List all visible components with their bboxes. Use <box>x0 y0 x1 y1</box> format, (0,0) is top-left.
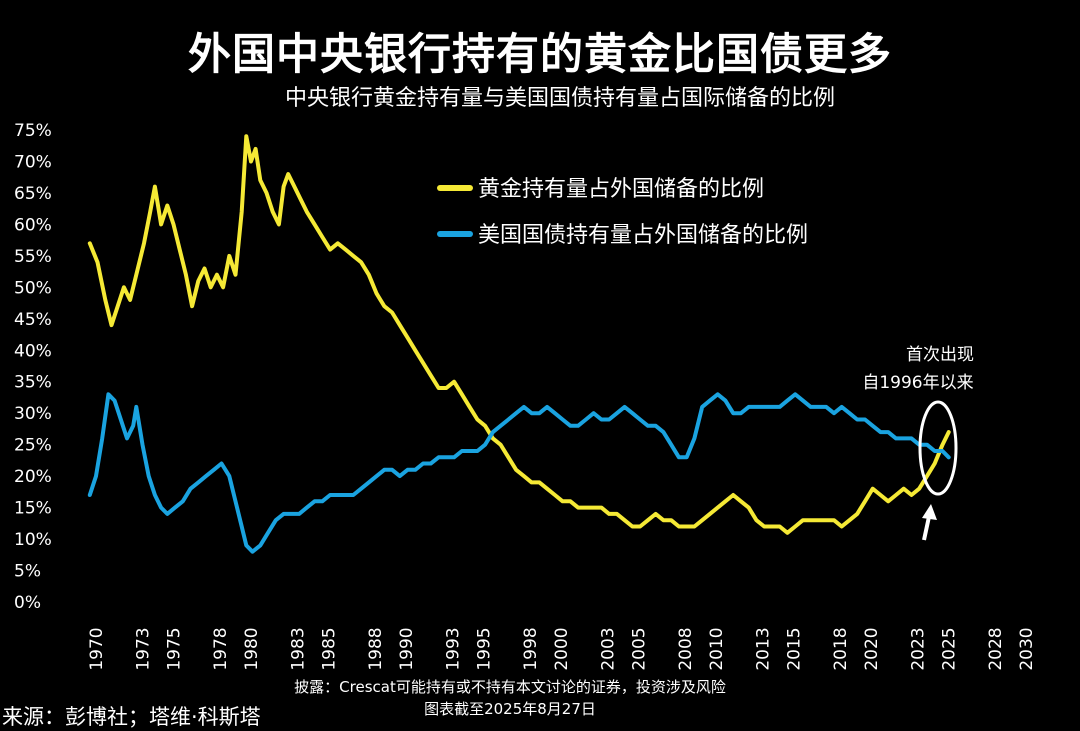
x-tick-label: 2000 <box>552 627 572 670</box>
x-tick-label: 1975 <box>164 627 184 670</box>
x-tick-label: 1990 <box>397 627 417 670</box>
arrow-up-icon <box>922 504 937 541</box>
disclaimer: 披露：Crescat可能持有或不持有本文讨论的证券，投资涉及风险 <box>294 678 726 696</box>
x-tick-label: 2020 <box>862 627 882 670</box>
x-tick-label: 2008 <box>676 627 696 670</box>
x-tick-label: 1995 <box>474 627 494 670</box>
legend-label-treasury: 美国国债持有量占外国储备的比例 <box>478 223 808 248</box>
annotation-line-2: 自1996年以来 <box>862 373 973 393</box>
y-tick-label: 25% <box>14 436 52 456</box>
annotation: 首次出现 自1996年以来 <box>862 345 974 541</box>
y-tick-label: 45% <box>14 310 52 330</box>
x-tick-label: 1985 <box>319 627 339 670</box>
x-axis-ticks: 1970 1973 1975 1978 1980 1983 1985 1988 1990 1993… <box>87 627 1037 670</box>
x-tick-label: 1998 <box>521 627 541 670</box>
x-tick-label: 2023 <box>908 627 928 670</box>
x-tick-label: 1970 <box>87 627 107 670</box>
legend: 黄金持有量占外国储备的比例 美国国债持有量占外国储备的比例 <box>437 177 808 248</box>
x-tick-label: 2018 <box>831 627 851 670</box>
y-axis-ticks: 0% 5% 10% 15% 20% 25% 30% 35% 40% 45% 50% 55% 60% 65%… <box>14 121 52 613</box>
y-tick-label: 5% <box>14 562 41 582</box>
series-layer <box>87 134 951 554</box>
x-tick-label: 2003 <box>598 627 618 670</box>
y-tick-label: 65% <box>14 184 52 204</box>
x-tick-label: 2025 <box>939 627 959 670</box>
x-tick-label: 2005 <box>629 627 649 670</box>
y-tick-label: 20% <box>14 467 52 487</box>
y-tick-label: 70% <box>14 152 52 172</box>
y-tick-label: 30% <box>14 404 52 424</box>
x-tick-label: 2013 <box>753 627 773 670</box>
gold-share-line <box>87 134 951 535</box>
x-tick-label: 1983 <box>288 627 308 670</box>
y-tick-label: 75% <box>14 121 52 141</box>
y-tick-label: 40% <box>14 341 52 361</box>
y-tick-label: 0% <box>14 593 41 613</box>
x-tick-label: 1973 <box>133 627 153 670</box>
chart-title: 外国中央银行持有的黄金比国债更多 <box>188 30 892 80</box>
treasury-share-line <box>87 392 951 554</box>
y-tick-label: 60% <box>14 215 52 235</box>
y-tick-label: 10% <box>14 530 52 550</box>
highlight-ellipse <box>918 400 958 496</box>
x-tick-label: 1980 <box>242 627 262 670</box>
x-tick-label: 1993 <box>443 627 463 670</box>
y-tick-label: 15% <box>14 499 52 519</box>
y-tick-label: 55% <box>14 247 52 267</box>
y-tick-label: 50% <box>14 278 52 298</box>
capture-date: 图表截至2025年8月27日 <box>424 700 596 718</box>
source-credit: 来源：彭博社；塔维·科斯塔 <box>2 705 261 729</box>
legend-label-gold: 黄金持有量占外国储备的比例 <box>478 177 764 202</box>
x-tick-label: 2015 <box>784 627 804 670</box>
annotation-line-1: 首次出现 <box>906 345 974 365</box>
x-tick-label: 2010 <box>707 627 727 670</box>
x-tick-label: 1978 <box>211 627 231 670</box>
x-tick-label: 1988 <box>366 627 386 670</box>
y-tick-label: 35% <box>14 373 52 393</box>
chart-subtitle: 中央银行黄金持有量与美国国债持有量占国际储备的比例 <box>284 86 835 111</box>
x-tick-label: 2030 <box>1017 627 1037 670</box>
x-tick-label: 2028 <box>986 627 1006 670</box>
